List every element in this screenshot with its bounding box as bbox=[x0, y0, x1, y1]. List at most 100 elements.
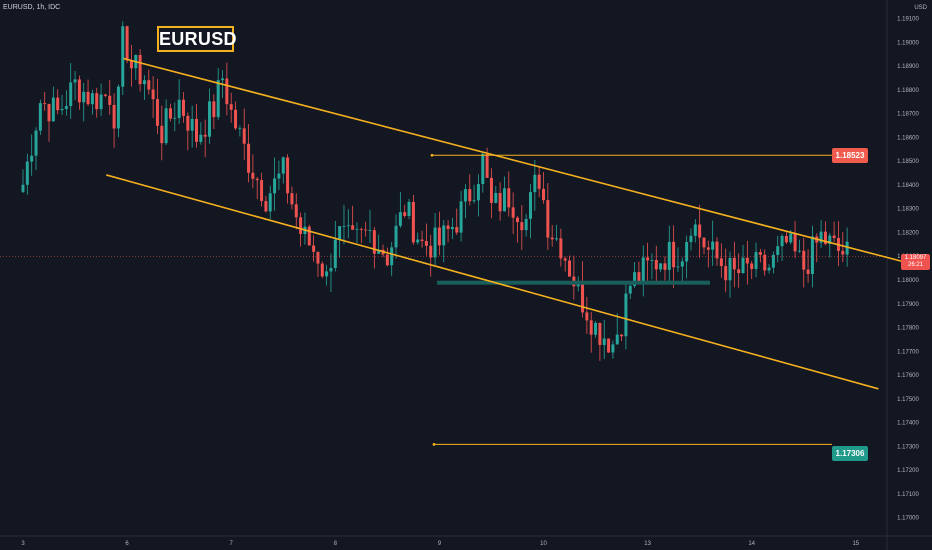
candle-body bbox=[724, 266, 728, 281]
x-tick-label: 13 bbox=[644, 541, 651, 547]
currency-label: USD bbox=[914, 5, 927, 11]
candle-body bbox=[229, 104, 233, 110]
support-zone[interactable] bbox=[437, 280, 710, 285]
y-tick-label: 1.18600 bbox=[897, 135, 919, 141]
candle-body bbox=[103, 94, 107, 96]
candle-body bbox=[264, 201, 268, 212]
candle-body bbox=[650, 260, 654, 261]
y-tick-label: 1.18300 bbox=[897, 207, 919, 213]
candle-body bbox=[797, 250, 801, 252]
candle-body bbox=[307, 226, 311, 246]
candle-body bbox=[624, 293, 628, 337]
candle-body bbox=[385, 254, 389, 266]
y-tick-label: 1.17500 bbox=[897, 397, 919, 403]
candle-body bbox=[164, 108, 168, 144]
candle-body bbox=[151, 89, 155, 100]
y-tick-label: 1.18900 bbox=[897, 64, 919, 70]
candle-body bbox=[793, 233, 797, 252]
candle-body bbox=[95, 93, 99, 110]
candle-body bbox=[741, 257, 745, 274]
candle-body bbox=[129, 60, 133, 69]
candle-body bbox=[702, 237, 706, 248]
candle-body bbox=[73, 79, 77, 83]
x-tick-label: 9 bbox=[438, 541, 442, 547]
candle-body bbox=[841, 250, 845, 255]
candle-body bbox=[77, 79, 81, 103]
candle-body bbox=[225, 78, 229, 105]
y-tick-label: 1.18800 bbox=[897, 88, 919, 94]
y-tick-label: 1.19100 bbox=[897, 17, 919, 23]
candle-body bbox=[654, 260, 658, 270]
candle-body bbox=[750, 263, 754, 270]
candle-body bbox=[633, 272, 637, 286]
candle-body bbox=[359, 228, 363, 230]
candle-body bbox=[286, 157, 290, 194]
candle-body bbox=[680, 261, 684, 267]
candle-body bbox=[242, 128, 246, 144]
candle-body bbox=[767, 267, 771, 271]
y-tick-label: 1.17200 bbox=[897, 468, 919, 474]
candle-body bbox=[195, 118, 198, 142]
lower-target-anchor[interactable] bbox=[432, 443, 436, 446]
candle-body bbox=[377, 249, 381, 254]
candle-body bbox=[320, 263, 324, 277]
y-tick-label: 1.17900 bbox=[897, 302, 919, 308]
candle-body bbox=[780, 236, 784, 247]
candle-body bbox=[533, 174, 537, 193]
candle-body bbox=[494, 192, 498, 203]
candle-body bbox=[524, 218, 528, 231]
candle-body bbox=[528, 192, 532, 219]
candle-body bbox=[459, 201, 463, 233]
candle-body bbox=[99, 94, 103, 110]
candle-body bbox=[676, 266, 680, 268]
candle-body bbox=[368, 230, 372, 231]
candle-body bbox=[351, 225, 355, 230]
candle-body bbox=[489, 177, 493, 203]
candle-body bbox=[845, 241, 849, 255]
candle-body bbox=[758, 252, 762, 255]
candle-body bbox=[86, 91, 90, 105]
candle-body bbox=[25, 161, 29, 185]
candle-body bbox=[719, 258, 723, 267]
candle-body bbox=[338, 226, 342, 240]
candle-body bbox=[685, 242, 689, 262]
candle-body bbox=[299, 217, 303, 235]
candle-body bbox=[828, 235, 832, 244]
candle-body bbox=[316, 251, 320, 264]
candle-body bbox=[333, 239, 337, 268]
candle-body bbox=[581, 281, 585, 313]
candle-body bbox=[420, 239, 424, 242]
candle-body bbox=[38, 103, 42, 131]
candle-body bbox=[390, 247, 394, 266]
candle-body bbox=[294, 204, 298, 218]
candle-body bbox=[806, 269, 810, 275]
candle-body bbox=[290, 193, 294, 205]
candle-body bbox=[416, 239, 420, 243]
candle-body bbox=[502, 188, 506, 212]
candle-body bbox=[355, 228, 359, 230]
channel-upper-line[interactable] bbox=[123, 57, 909, 264]
candle-body bbox=[784, 236, 788, 243]
candle-body bbox=[771, 254, 775, 268]
symbol-header[interactable]: EURUSD, 1h, IDC bbox=[3, 4, 61, 11]
candle-body bbox=[273, 178, 277, 194]
candle-body bbox=[21, 184, 25, 192]
candle-body bbox=[789, 233, 793, 243]
candle-body bbox=[90, 93, 94, 105]
candle-body bbox=[646, 257, 650, 261]
candle-body bbox=[268, 193, 272, 212]
candle-body bbox=[485, 153, 489, 178]
candle-body bbox=[745, 257, 749, 264]
y-tick-label: 1.17000 bbox=[897, 516, 919, 522]
upper-target-anchor[interactable] bbox=[430, 153, 434, 157]
candle-body bbox=[437, 227, 441, 246]
channel-lower-line[interactable] bbox=[106, 174, 879, 390]
x-tick-label: 10 bbox=[540, 541, 547, 547]
candle-body bbox=[737, 269, 741, 274]
candle-body bbox=[667, 241, 671, 270]
candle-body bbox=[511, 207, 515, 218]
candle-body bbox=[641, 257, 645, 282]
candle-body bbox=[238, 128, 242, 130]
candle-body bbox=[715, 241, 719, 259]
